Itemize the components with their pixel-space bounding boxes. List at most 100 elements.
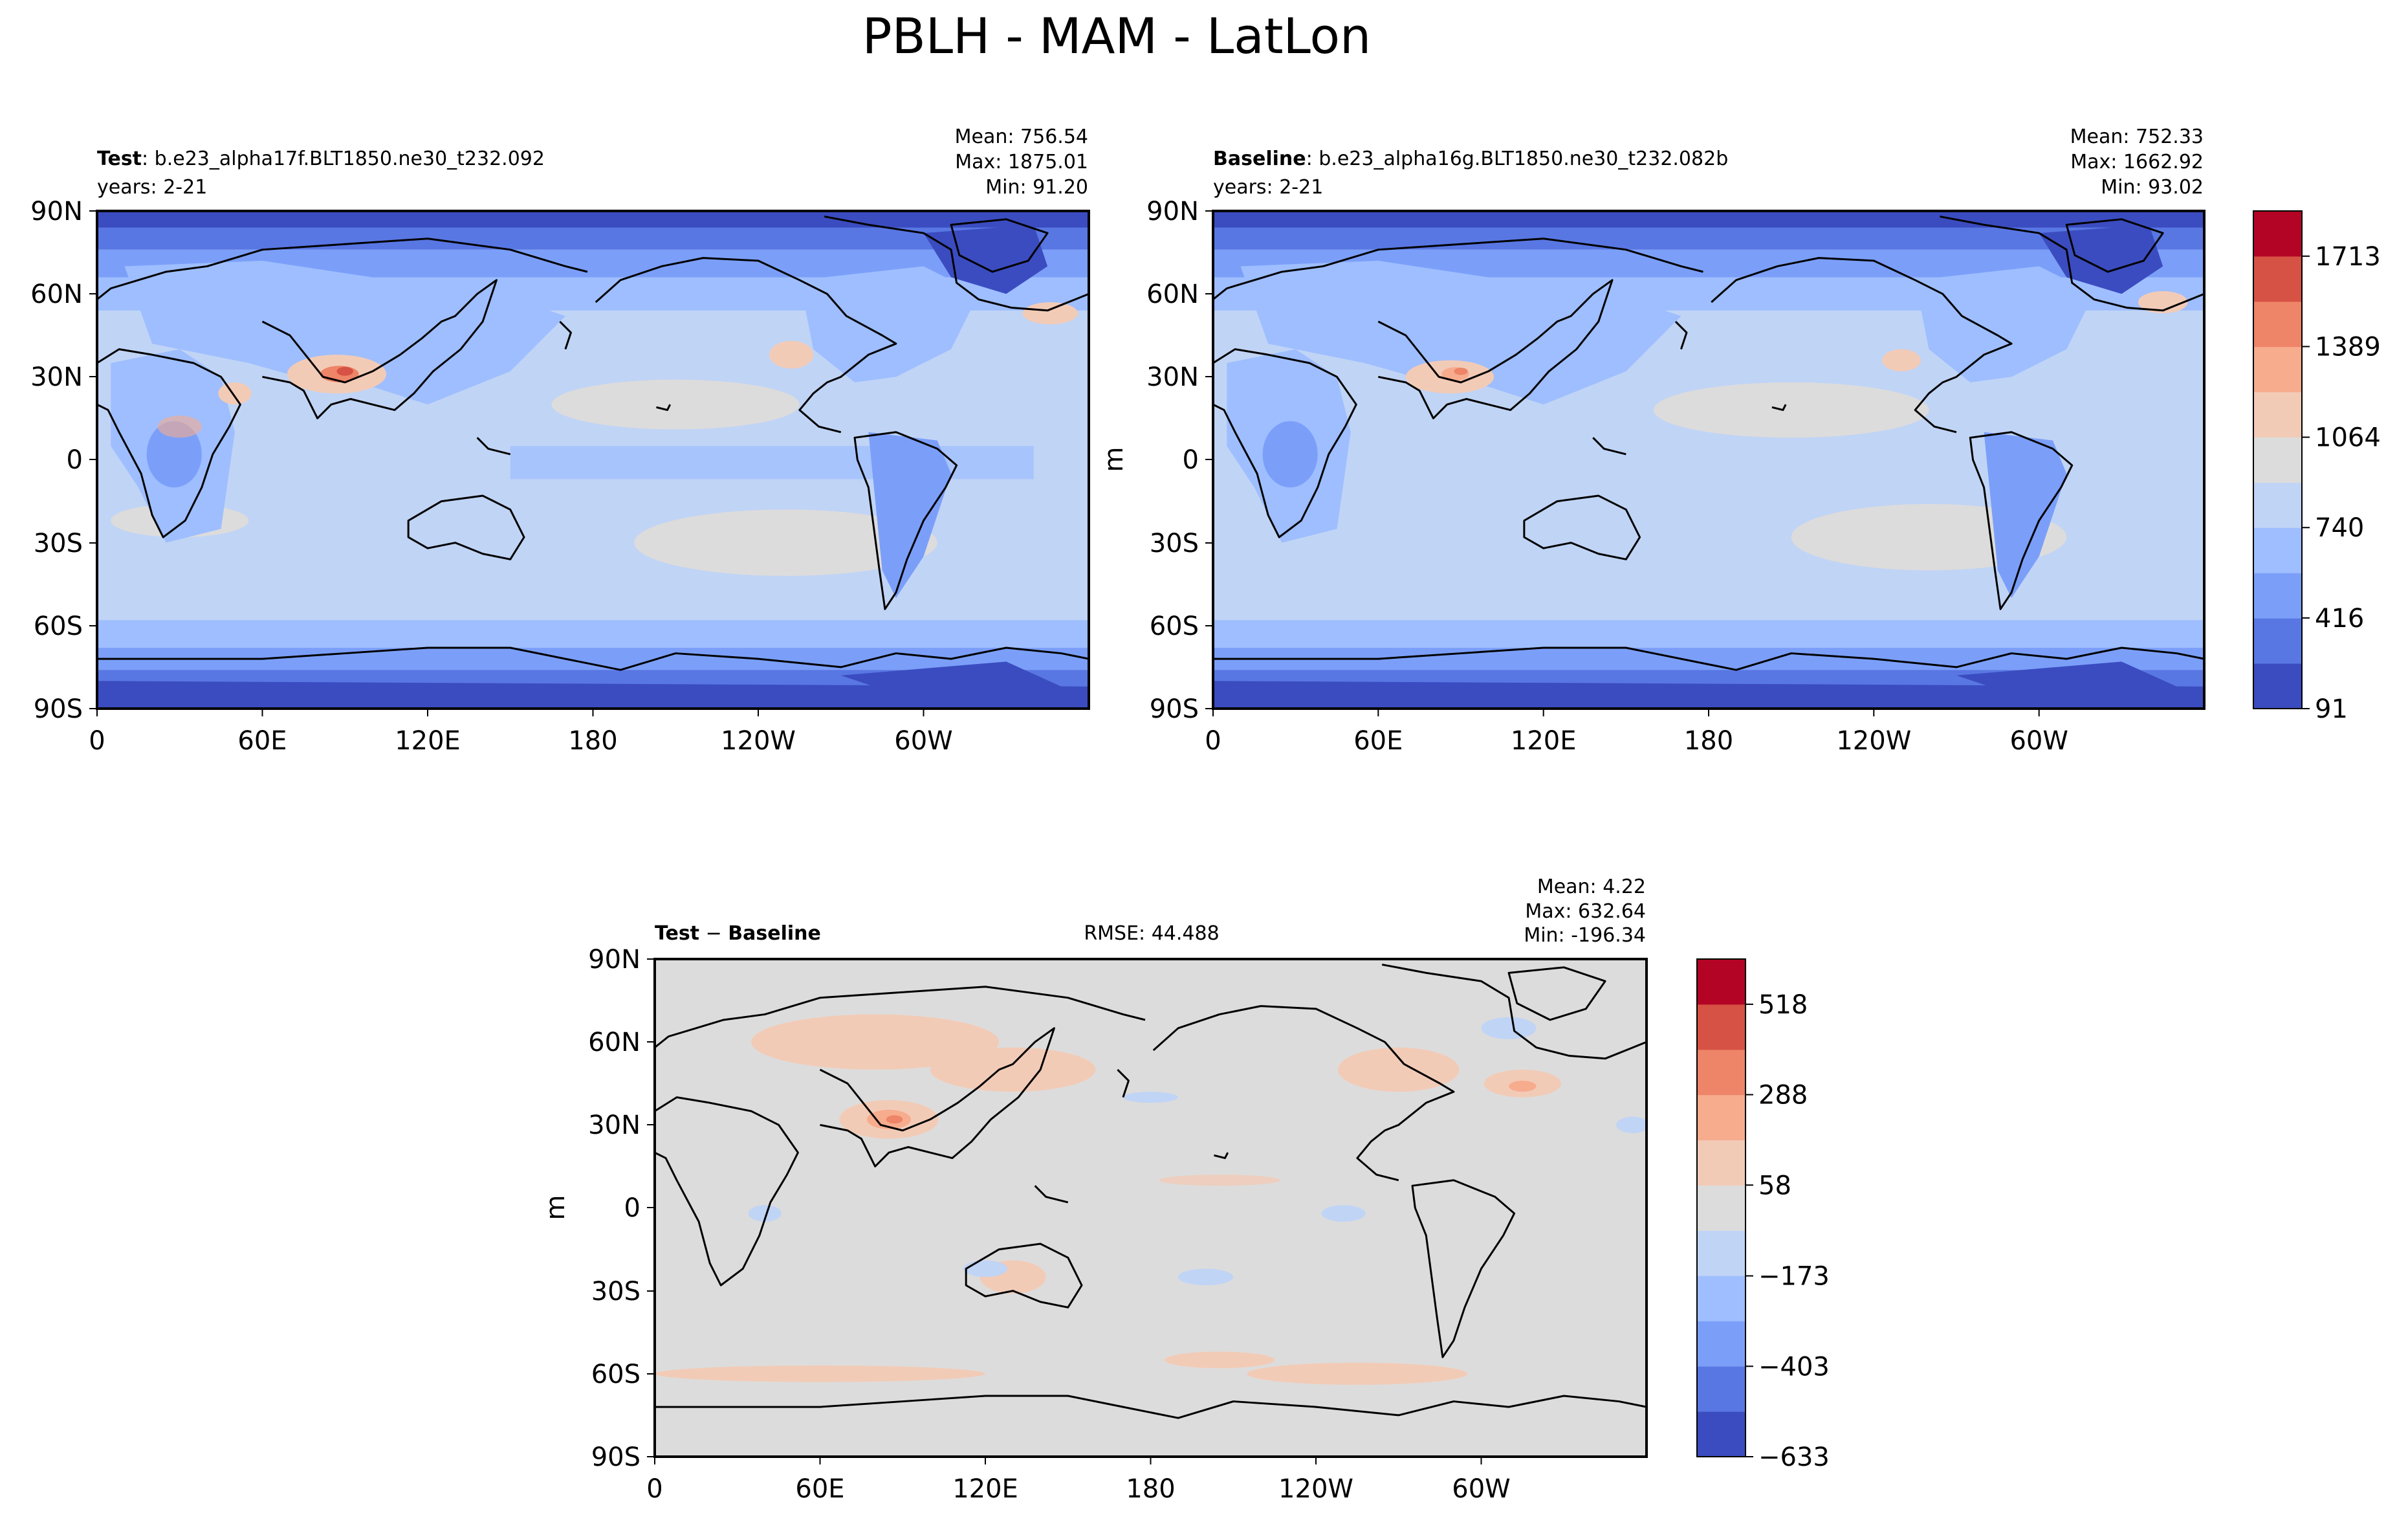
test-map: [97, 211, 1089, 709]
top-colorbar-segment: [2253, 256, 2302, 302]
bottom-colorbar-tick-label: 518: [1758, 990, 1808, 1020]
bottom-colorbar-segment: [1697, 1094, 1746, 1141]
baseline-x-axis: 0 60E 120E 180 120W 60W: [1205, 709, 2068, 756]
baseline-y-label: m: [1099, 447, 1129, 472]
top-colorbar-segment: [2253, 392, 2302, 438]
top-colorbar-segment: [2253, 211, 2302, 257]
test-x-tick: 120W: [721, 726, 796, 756]
difference-y-label: m: [541, 1195, 571, 1220]
baseline-x-tick: 60E: [1353, 726, 1403, 756]
bottom-colorbar: 518 288 58 −173 −403 −633: [1696, 958, 1830, 1472]
baseline-x-tick: 120W: [1836, 726, 1911, 756]
top-colorbar-segment: [2253, 573, 2302, 619]
top-colorbar-frame: [2253, 210, 2303, 709]
bottom-colorbar-tick-label: −633: [1758, 1442, 1830, 1472]
baseline-case-name: : b.e23_alpha16g.BLT1850.ne30_t232.082b: [1306, 148, 1729, 170]
test-stat-mean: Mean: 756.54: [955, 126, 1088, 148]
difference-y-tick: 0: [624, 1193, 640, 1223]
diff-rmse: RMSE: 44.488: [1084, 922, 1219, 945]
bottom-colorbar-segment: [1697, 1411, 1746, 1457]
diff-label-test: Test: [655, 922, 699, 945]
top-colorbar-tick-label: 91: [2315, 694, 2348, 724]
difference-coastlines: [655, 964, 1647, 1419]
bottom-colorbar-frame: [1696, 958, 1746, 1457]
bottom-colorbar-segment: [1697, 1185, 1746, 1231]
test-x-tick: 60W: [894, 726, 952, 756]
test-y-tick: 0: [67, 445, 83, 475]
baseline-y-tick: 60N: [1146, 280, 1199, 309]
bottom-colorbar-segment: [1697, 1276, 1746, 1321]
test-y-tick: 30N: [30, 362, 83, 392]
difference-x-tick: 120E: [952, 1474, 1018, 1504]
difference-panel: Test − Baseline RMSE: 44.488 Mean: 4.22 …: [541, 876, 1648, 1504]
top-colorbar-segment: [2253, 301, 2302, 348]
difference-y-axis: 90N 60N 30N 0 30S 60S 90S: [588, 945, 655, 1472]
test-x-tick: 0: [89, 726, 105, 756]
difference-y-tick: 90S: [591, 1442, 640, 1472]
test-y-tick: 90N: [30, 197, 83, 226]
test-stat-max: Max: 1875.01: [955, 151, 1088, 173]
difference-x-tick: 60E: [795, 1474, 844, 1504]
difference-y-tick: 30S: [591, 1277, 640, 1307]
test-label: Test: [97, 148, 142, 170]
bottom-colorbar-segment: [1697, 1049, 1746, 1096]
diff-stat-mean: Mean: 4.22: [1537, 876, 1646, 898]
baseline-label: Baseline: [1213, 148, 1306, 170]
difference-y-tick: 60N: [588, 1028, 640, 1057]
test-years: years: 2-21: [97, 176, 207, 199]
top-colorbar-segment: [2253, 482, 2302, 528]
baseline-x-tick: 180: [1684, 726, 1733, 756]
test-x-axis: 0 60E 120E 180 120W 60W: [89, 709, 953, 756]
svg-text:Baseline: b.e23_alpha16g.BLT18: Baseline: b.e23_alpha16g.BLT1850.ne30_t2…: [1213, 148, 1728, 170]
baseline-stat-max: Max: 1662.92: [2070, 151, 2204, 173]
difference-x-tick: 120W: [1278, 1474, 1353, 1504]
bottom-colorbar-segment: [1697, 1321, 1746, 1367]
test-x-tick: 120E: [395, 726, 461, 756]
bottom-colorbar-segment: [1697, 1140, 1746, 1186]
baseline-x-tick: 60W: [2009, 726, 2068, 756]
diff-label-minus: −: [699, 922, 728, 945]
test-x-tick: 60E: [237, 726, 287, 756]
top-colorbar-segment: [2253, 618, 2302, 664]
test-y-tick: 90S: [34, 694, 83, 724]
bottom-colorbar-tick-label: 288: [1758, 1081, 1808, 1110]
figure-title: PBLH - MAM - LatLon: [862, 7, 1371, 65]
difference-y-tick: 90N: [588, 945, 640, 975]
baseline-y-tick: 0: [1183, 445, 1199, 475]
baseline-x-tick: 120E: [1511, 726, 1577, 756]
baseline-coastlines: [1213, 215, 2204, 671]
baseline-y-tick: 90N: [1146, 197, 1199, 226]
difference-x-axis: 0 60E 120E 180 120W 60W: [646, 1457, 1511, 1504]
baseline-years: years: 2-21: [1213, 176, 1323, 199]
baseline-y-tick: 90S: [1150, 694, 1199, 724]
top-colorbar: 91 416 740 1064 1389 1713: [2253, 210, 2381, 724]
test-y-tick: 30S: [34, 529, 83, 558]
test-panel: Test: b.e23_alpha17f.BLT1850.ne30_t232.0…: [30, 126, 1090, 756]
test-y-tick: 60N: [30, 280, 83, 309]
bottom-colorbar-tick-label: 58: [1758, 1171, 1791, 1200]
diff-label-baseline: Baseline: [728, 922, 821, 945]
difference-x-tick: 0: [646, 1474, 662, 1504]
test-stat-min: Min: 91.20: [985, 176, 1088, 199]
bottom-colorbar-segment: [1697, 1366, 1746, 1412]
diff-stat-max: Max: 632.64: [1525, 900, 1646, 923]
difference-y-tick: 60S: [591, 1360, 640, 1389]
baseline-stat-min: Min: 93.02: [2101, 176, 2204, 199]
top-colorbar-tick-label: 1713: [2315, 242, 2381, 272]
bottom-colorbar-tick-label: −173: [1758, 1262, 1830, 1292]
test-y-tick: 60S: [34, 612, 83, 641]
difference-y-tick: 30N: [588, 1110, 640, 1140]
top-colorbar-segment: [2253, 437, 2302, 483]
test-coastlines: [97, 215, 1089, 671]
baseline-y-tick: 30S: [1150, 529, 1199, 558]
baseline-y-axis: 90N 60N 30N 0 30S 60S 90S: [1146, 197, 1213, 724]
difference-map: [655, 959, 1647, 1457]
top-colorbar-segment: [2253, 663, 2302, 709]
baseline-y-tick: 60S: [1150, 612, 1199, 641]
test-y-axis: 90N 60N 30N 0 30S 60S 90S: [30, 197, 97, 724]
bottom-colorbar-segment: [1697, 1230, 1746, 1276]
difference-x-tick: 180: [1126, 1474, 1175, 1504]
bottom-colorbar-segment: [1697, 959, 1746, 1005]
difference-x-tick: 60W: [1452, 1474, 1510, 1504]
baseline-x-tick: 0: [1205, 726, 1221, 756]
